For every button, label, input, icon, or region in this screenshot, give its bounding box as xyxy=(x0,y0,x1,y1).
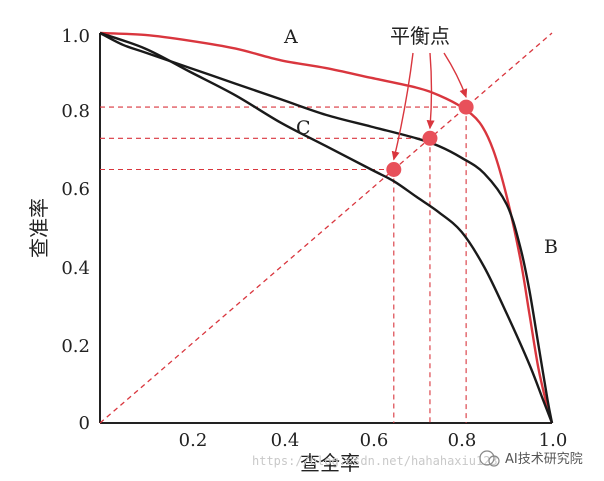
break-even-annotation: 平衡点 xyxy=(390,24,450,48)
watermark-brand-text: AI技术研究院 xyxy=(505,452,583,467)
watermark-url: https://blog.csdn.net/hahahaxiu123 xyxy=(252,454,498,468)
wechat-icon-small xyxy=(488,455,500,467)
x-axis-title: 查全率 xyxy=(300,451,360,475)
y-tick-label: 1.0 xyxy=(61,26,90,47)
annotation-arrow-c xyxy=(391,52,414,161)
x-tick-label: 0.2 xyxy=(179,430,208,451)
y-tick-label: 0.8 xyxy=(61,101,90,122)
break-even-point-c xyxy=(386,162,402,177)
break-even-point-a xyxy=(458,99,474,115)
curve-label-a: A xyxy=(283,26,298,48)
annotation-arrow-b xyxy=(426,52,435,130)
x-tick-label: 0.8 xyxy=(448,430,477,451)
y-axis-title: 查准率 xyxy=(27,198,51,258)
x-tick-label: 1.0 xyxy=(539,430,568,451)
reference-diagonal-line xyxy=(99,32,553,424)
y-tick-label: 0.6 xyxy=(61,179,90,200)
curve-label-c: C xyxy=(296,117,311,139)
y-tick-label: 0.4 xyxy=(61,258,90,279)
x-tick-label: 0.4 xyxy=(271,430,300,451)
curve-a xyxy=(99,31,554,424)
y-tick-label: 0.2 xyxy=(61,336,90,357)
x-tick-label: 0.6 xyxy=(360,430,389,451)
curve-c xyxy=(99,31,554,424)
watermark-brand: AI技术研究院 xyxy=(479,450,583,467)
annotation-arrow-a xyxy=(443,52,468,99)
wechat-icon xyxy=(479,450,495,466)
break-even-point-b xyxy=(422,130,438,146)
y-tick-label: 0 xyxy=(79,413,90,434)
curve-label-b: B xyxy=(544,236,558,258)
